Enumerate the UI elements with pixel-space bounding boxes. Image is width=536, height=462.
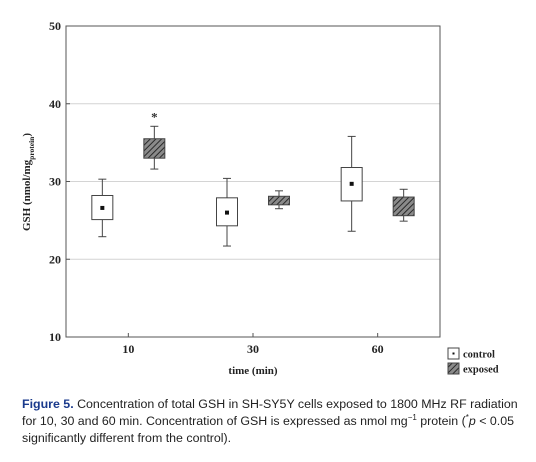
y-tick-label-20: 20 <box>49 252 61 266</box>
x-tick-label-30: 30 <box>247 342 259 356</box>
caption-p-star: * <box>465 412 469 422</box>
legend: control exposed <box>447 347 499 376</box>
figure-label: Figure 5. <box>22 397 74 411</box>
significance-marker-exposed-10: * <box>151 109 158 124</box>
y-tick-label-40: 40 <box>49 97 61 111</box>
box-exposed-10 <box>143 138 166 159</box>
mean-marker-control-60 <box>349 181 354 186</box>
box-exposed-60 <box>392 196 415 217</box>
box-exposed-30 <box>268 195 290 206</box>
caption-text-3: < 0.05 significantly different from the … <box>22 414 514 445</box>
legend-label-control: control <box>463 350 495 361</box>
figure-caption: Figure 5. Concentration of total GSH in … <box>22 396 526 447</box>
gridlines <box>66 103 440 260</box>
y-axis-ticks: 10 20 30 40 50 <box>49 19 70 344</box>
caption-text-1: Concentration of total GSH in SH-SY5Y ce… <box>22 397 518 428</box>
y-tick-label-30: 30 <box>49 175 61 189</box>
x-axis-ticks: 10 30 60 <box>122 333 384 356</box>
caption-p-var: p <box>468 414 476 428</box>
legend-mean-marker <box>452 352 455 355</box>
caption-superscript: −1 <box>407 412 417 422</box>
box-layer: * <box>91 109 415 247</box>
mean-marker-control-10 <box>100 205 105 210</box>
y-tick-label-10: 10 <box>49 330 61 344</box>
legend-label-exposed: exposed <box>463 365 499 376</box>
box-plot-chart: 10 20 30 40 50 10 30 60 * GSH (nmol/mgprotein)… <box>21 19 499 377</box>
y-axis-label: GSH (nmol/mgprotein) <box>21 133 36 231</box>
mean-marker-control-30 <box>225 210 229 215</box>
x-tick-label-60: 60 <box>372 342 384 356</box>
y-tick-label-50: 50 <box>49 19 61 33</box>
legend-swatch-exposed <box>447 362 460 375</box>
x-axis-label: time (min) <box>228 365 278 377</box>
caption-text-2: protein ( <box>416 414 466 428</box>
x-tick-label-10: 10 <box>122 342 134 356</box>
